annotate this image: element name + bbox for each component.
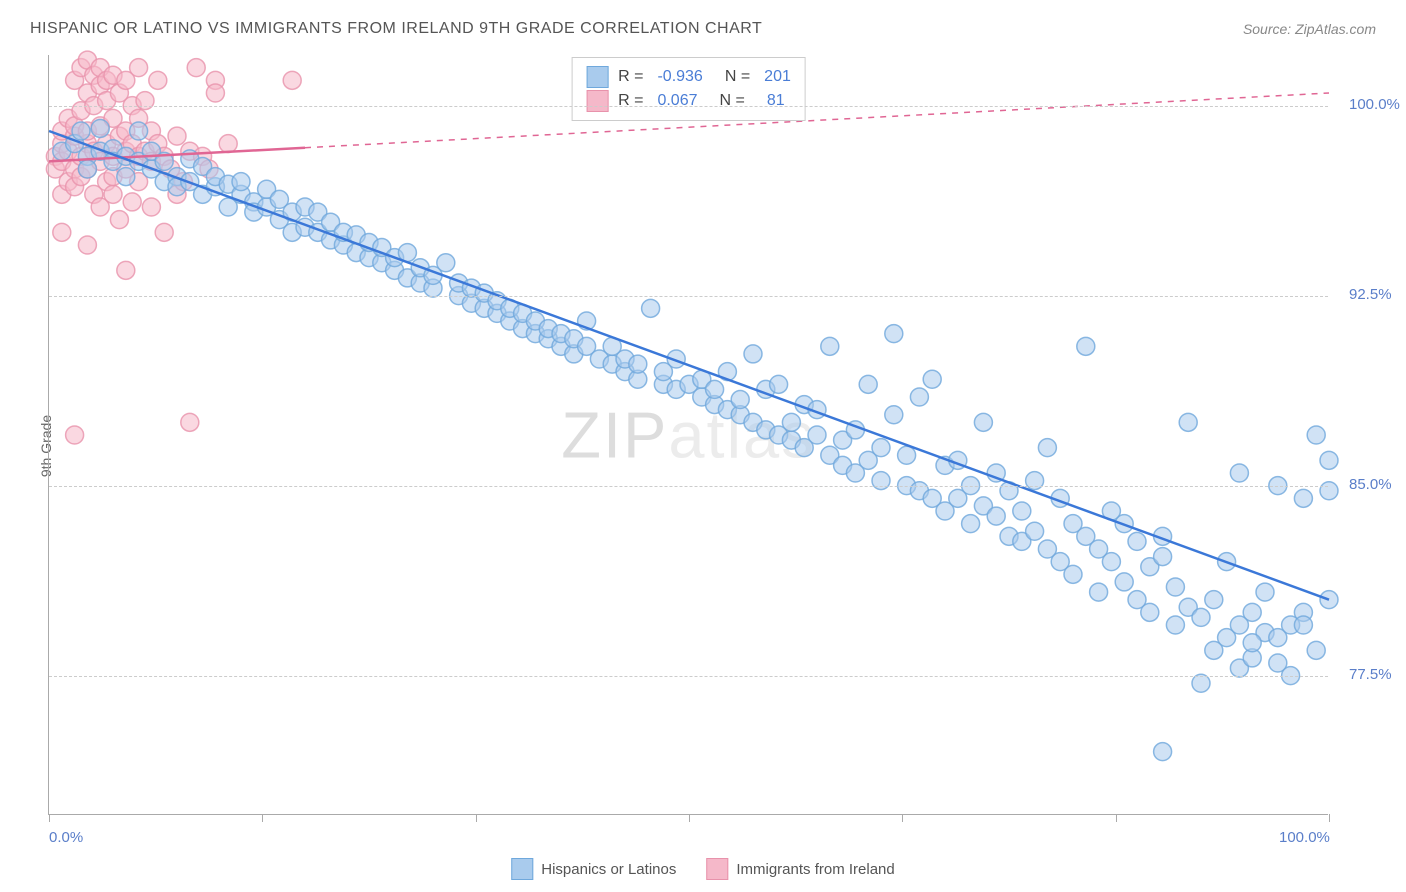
swatch-ireland (586, 90, 608, 112)
scatter-svg (49, 55, 1328, 814)
y-tick-label: 92.5% (1349, 286, 1392, 303)
title-bar: HISPANIC OR LATINO VS IMMIGRANTS FROM IR… (30, 20, 1376, 38)
footer-legend-ireland: Immigrants from Ireland (706, 858, 894, 880)
footer-legend: Hispanics or Latinos Immigrants from Ire… (511, 858, 894, 880)
y-tick-label: 85.0% (1349, 476, 1392, 493)
footer-legend-hispanic: Hispanics or Latinos (511, 858, 676, 880)
x-tick-label: 0.0% (49, 829, 83, 846)
y-tick-label: 100.0% (1349, 96, 1400, 113)
swatch-hispanic (586, 66, 608, 88)
x-tick-label: 100.0% (1279, 829, 1330, 846)
y-tick-label: 77.5% (1349, 666, 1392, 683)
correlation-legend: R = -0.936 N = 201 R = 0.067 N = 81 (571, 57, 806, 121)
legend-row-hispanic: R = -0.936 N = 201 (586, 66, 791, 88)
legend-row-ireland: R = 0.067 N = 81 (586, 90, 791, 112)
source-label: Source: ZipAtlas.com (1243, 21, 1376, 37)
chart-title: HISPANIC OR LATINO VS IMMIGRANTS FROM IR… (30, 20, 762, 38)
chart-plot-area: ZIPatlas R = -0.936 N = 201 R = 0.067 N … (48, 55, 1328, 815)
swatch-hispanic-footer (511, 858, 533, 880)
swatch-ireland-footer (706, 858, 728, 880)
